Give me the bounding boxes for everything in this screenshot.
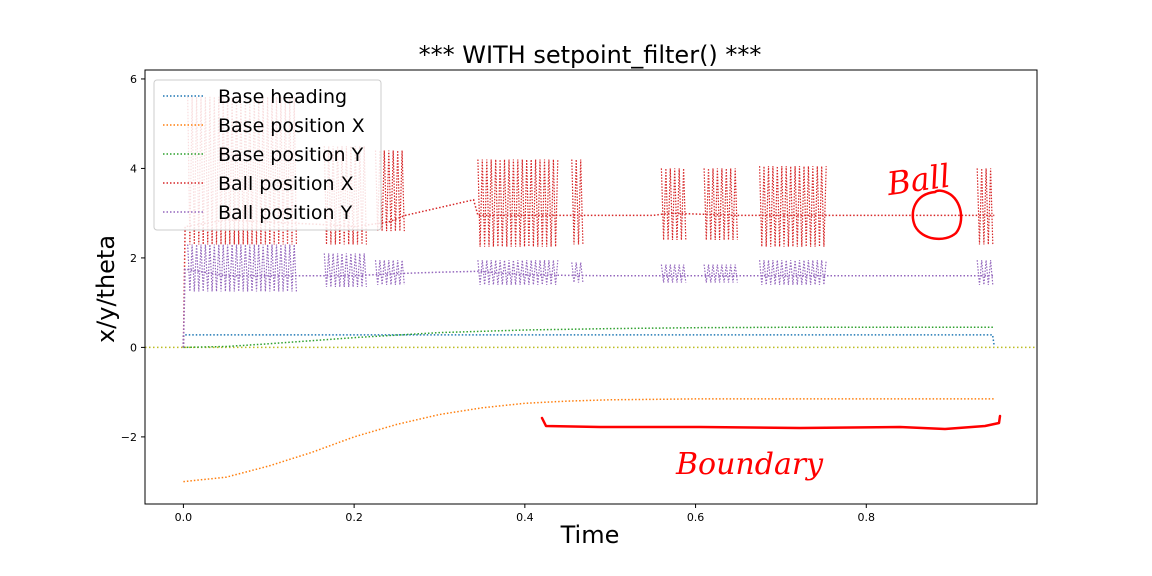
ball-x-spikes-7 [759, 166, 827, 247]
ball-y-spikes-8 [976, 260, 994, 285]
legend-box [153, 79, 382, 231]
legend: Base heading Base position X Base position… [153, 79, 382, 231]
y-axis-label: x/y/theta [92, 235, 120, 343]
ball-x-spikes-4 [571, 159, 584, 245]
boundary-annotation-label: Boundary [675, 447, 824, 482]
ball-y-spikes-5 [660, 264, 687, 283]
y-tick-label: −2 [121, 431, 137, 444]
legend-label: Base position Y [218, 144, 364, 166]
boundary-annotation: Boundary [540, 414, 1002, 482]
ball-x-spikes-5 [660, 168, 687, 241]
y-tick-label: 0 [130, 341, 137, 354]
x-tick-label: 0.6 [687, 511, 705, 524]
legend-label: Ball position X [218, 173, 354, 195]
legend-label: Base heading [218, 86, 347, 108]
plot-frame [144, 69, 1038, 505]
ball-x-spikes-6 [703, 168, 738, 241]
y-tick-label: 2 [130, 252, 137, 265]
ball-y-spikes-3 [477, 260, 559, 285]
y-tick-label: 6 [130, 73, 137, 86]
boundary-bracket [540, 414, 1002, 431]
series-line-base-position-x [183, 398, 995, 483]
ball-y-spikes-7 [759, 260, 827, 285]
x-tick-label: 0.0 [175, 511, 193, 524]
series-line-base-position-y [183, 326, 995, 349]
legend-label: Base position X [218, 115, 365, 137]
ball-x-spikes-3 [477, 159, 559, 247]
x-tick-label: 0.8 [858, 511, 876, 524]
x-axis-label: Time [560, 521, 620, 549]
ball-circle [911, 189, 963, 241]
ball-y-spikes-0 [187, 244, 297, 292]
legend-label: Ball position Y [218, 202, 353, 224]
ball-x-spikes-8 [976, 168, 994, 245]
series-line-ball-position-x [182, 198, 995, 348]
x-tick-label: 0.4 [516, 511, 534, 524]
chart-title: *** WITH setpoint_filter() *** [419, 41, 762, 69]
ball-y-spikes-4 [571, 262, 584, 283]
ball-annotation: Ball [884, 157, 963, 241]
series-line-ball-position-y [182, 268, 995, 348]
y-tick-label: 4 [130, 162, 137, 175]
x-tick-label: 0.2 [345, 511, 363, 524]
ball-annotation-label: Ball [884, 157, 953, 204]
series-line-base-heading [182, 334, 996, 348]
ball-y-spikes-2 [374, 260, 405, 285]
ball-y-spikes-6 [703, 264, 738, 283]
